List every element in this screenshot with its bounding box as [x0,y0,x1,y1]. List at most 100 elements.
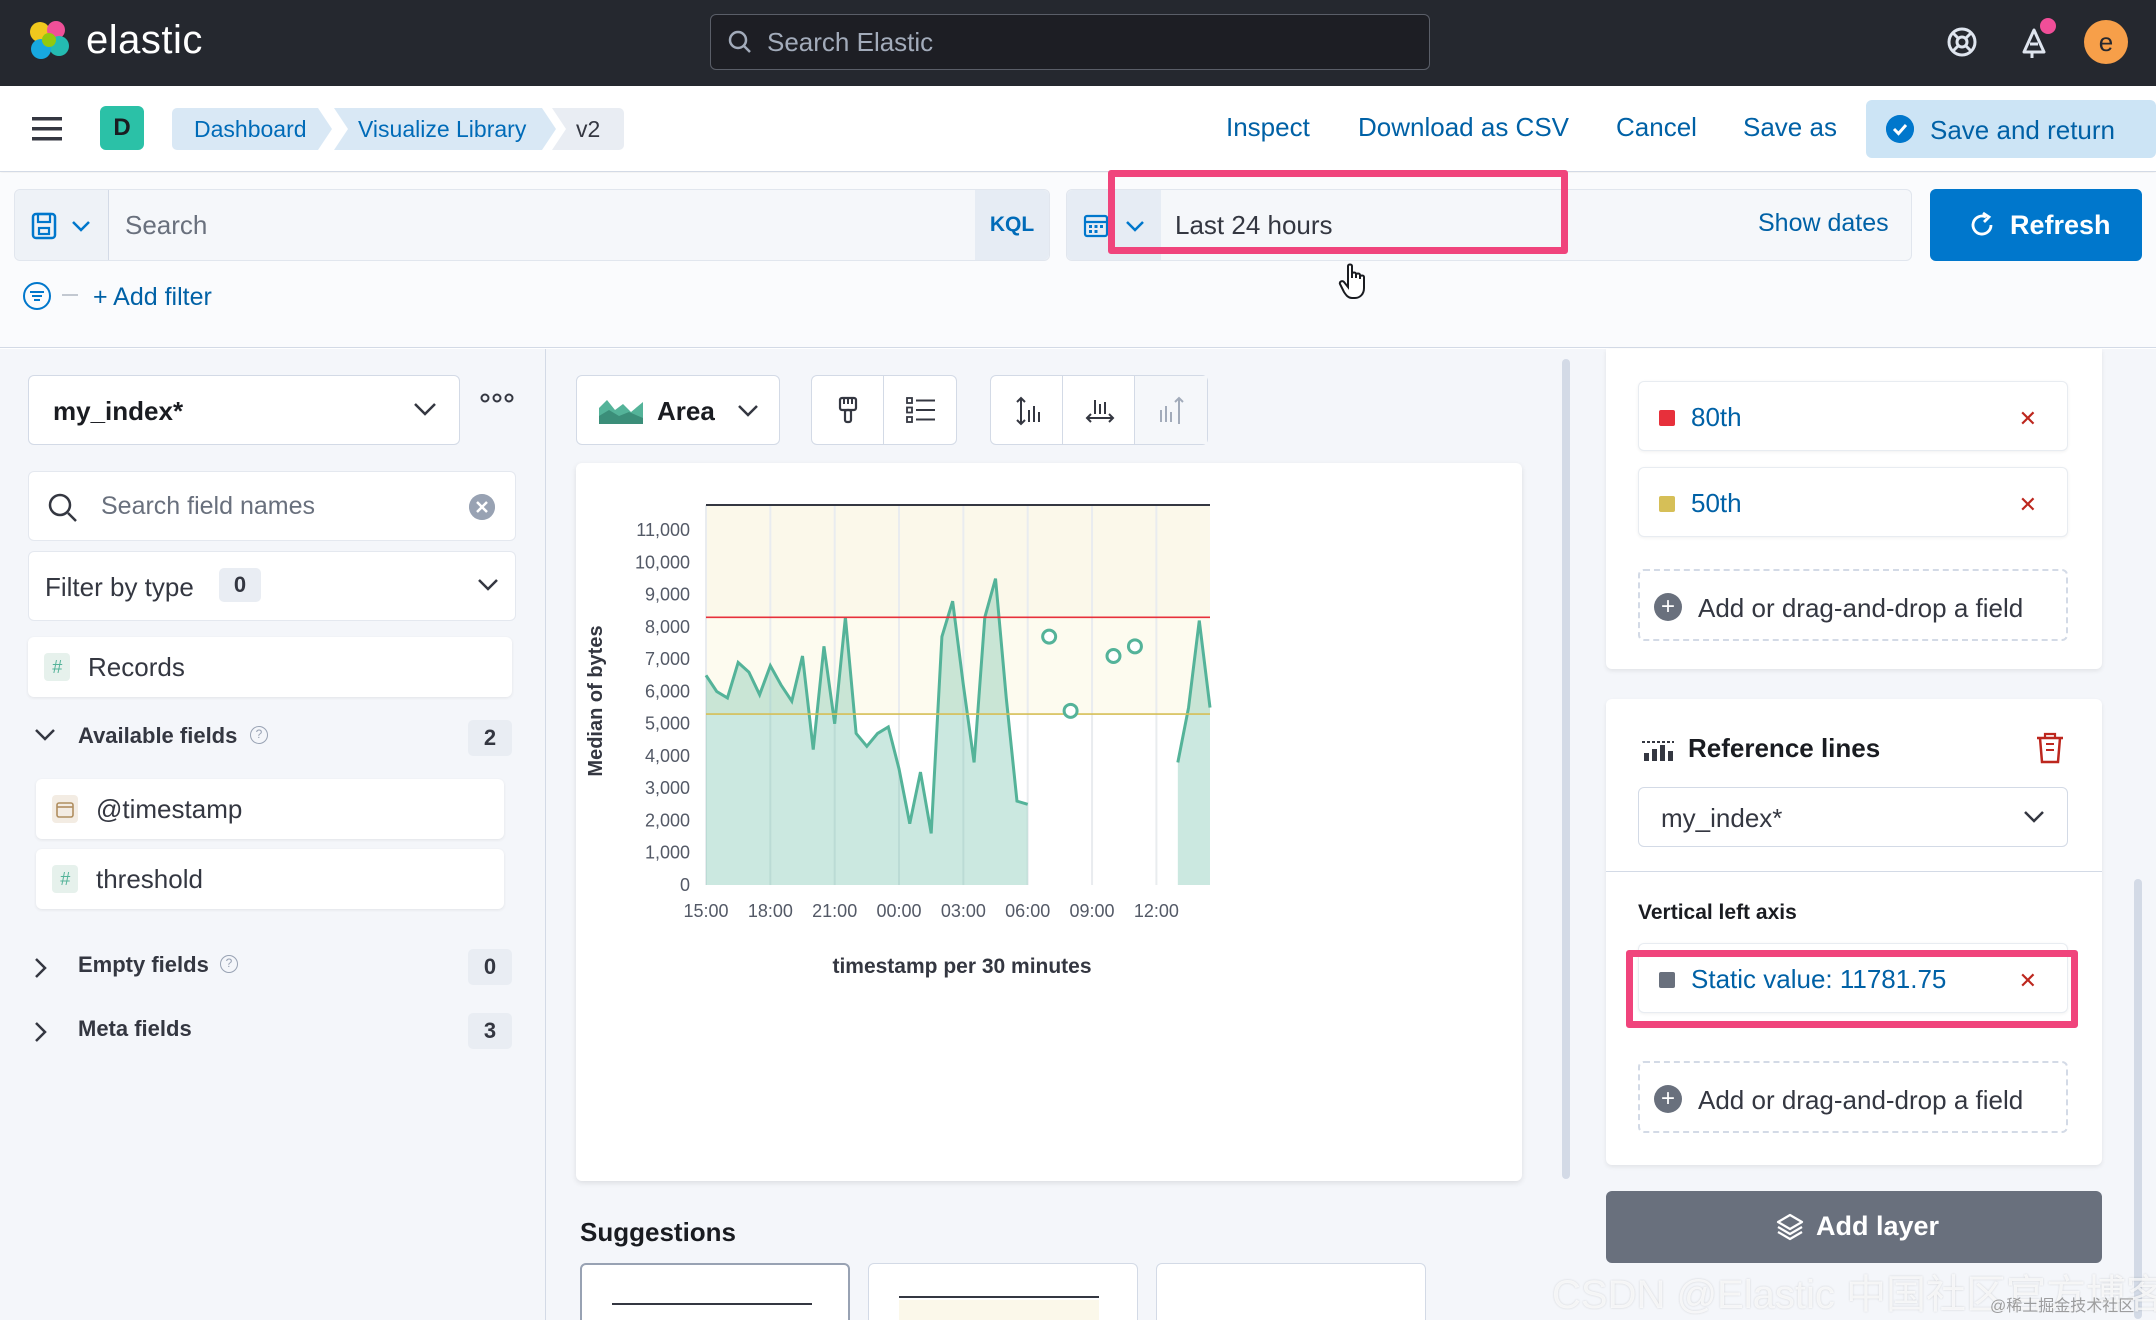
series-line [704,578,1029,834]
right-axis-button[interactable] [1135,376,1207,444]
trash-icon[interactable] [2034,731,2066,765]
y-tick-label: 3,000 [645,778,690,798]
download-csv-link[interactable]: Download as CSV [1358,112,1569,142]
index-pattern-picker[interactable]: my_index* [28,375,460,445]
area-chart[interactable]: 0 1,000 2,000 3,000 4,000 5,000 6,000 7,000 8,00… [576,463,1522,1181]
filter-by-type-button[interactable]: Filter by type 0 [28,551,516,621]
empty-fields-header[interactable]: Empty fields ? [34,947,514,987]
global-search-bar[interactable] [710,14,1430,70]
visual-options-button[interactable] [812,376,884,444]
help-icon[interactable]: ? [220,955,238,973]
query-language-toggle[interactable]: KQL [975,190,1049,260]
y-tick-label: 10,000 [635,552,690,572]
global-search-input[interactable] [767,15,1407,69]
inspect-link[interactable]: Inspect [1226,112,1310,142]
number-type-icon: # [44,653,70,681]
color-swatch [1659,972,1675,988]
color-swatch [1659,410,1675,426]
right-axis-icon [1160,396,1184,424]
help-icon[interactable] [1940,20,1984,64]
check-icon [1886,115,1914,143]
remove-icon[interactable]: ✕ [2018,492,2037,517]
number-type-icon: # [52,865,78,893]
chevron-right-icon [35,1022,47,1042]
vertical-left-axis-title: Vertical left axis [1638,901,1797,924]
area-chart-icon [599,400,643,424]
help-icon[interactable]: ? [250,726,268,744]
highlight-annotation [1108,170,1568,254]
dimension-50th[interactable]: 50th ✕ [1638,467,2068,537]
clear-icon[interactable] [469,494,495,520]
list-icon [906,397,935,423]
chevron-down-icon [2024,811,2044,823]
field-item-threshold[interactable]: # threshold [36,849,504,909]
chart-panel: 0 1,000 2,000 3,000 4,000 5,000 6,000 7,000 8,00… [576,463,1522,1181]
filter-separator [62,294,78,296]
filter-icon[interactable] [22,281,52,311]
suggestion-card[interactable] [1156,1263,1426,1320]
suggestion-card[interactable] [868,1263,1138,1320]
add-field-dropzone[interactable]: + Add or drag-and-drop a field [1638,569,2068,641]
field-item-timestamp[interactable]: @timestamp [36,779,504,839]
refresh-button[interactable]: Refresh [1930,189,2142,261]
save-as-link[interactable]: Save as [1743,112,1837,142]
query-search-input[interactable] [125,190,985,260]
hamburger-menu-icon[interactable] [30,112,68,146]
user-avatar[interactable]: e [2084,20,2128,64]
saved-query-menu-button[interactable] [15,190,109,260]
divider [1606,871,2102,872]
show-dates-link[interactable]: Show dates [1758,209,1889,237]
y-tick-label: 0 [680,875,690,895]
suggestions-title: Suggestions [580,1217,737,1247]
y-axis-label: Median of bytes [585,625,607,776]
field-label: threshold [96,864,203,894]
suggestion-card[interactable] [580,1263,850,1320]
brand-name[interactable]: elastic [86,18,203,62]
available-fields-header[interactable]: Available fields ? [34,718,514,758]
y-tick-label: 4,000 [645,746,690,766]
paintbrush-icon [838,396,858,424]
x-axis-ticks: 15:00 18:00 21:00 00:00 03:00 06:00 09:00 12:00 [683,901,1178,921]
legend-button[interactable] [884,376,956,444]
reference-line-icon [1642,741,1674,761]
notification-dot [2040,18,2056,34]
meta-fields-count: 3 [468,1013,512,1049]
y-tick-label: 11,000 [636,520,690,540]
space-avatar[interactable]: D [100,106,144,150]
cancel-link[interactable]: Cancel [1616,112,1697,142]
field-item-records[interactable]: # Records [28,637,512,697]
save-and-return-button[interactable]: Save and return [1866,100,2156,158]
remove-icon[interactable]: ✕ [2018,968,2037,993]
date-range-text[interactable]: Last 24 hours [1175,210,1333,240]
plus-icon: + [1654,593,1682,621]
dimension-80th[interactable]: 80th ✕ [1638,381,2068,451]
remove-icon[interactable]: ✕ [2018,406,2037,431]
bottom-axis-button[interactable] [1063,376,1135,444]
bottom-axis-icon [1085,400,1115,423]
field-search-input[interactable] [101,472,481,540]
add-layer-label: Add layer [1816,1211,1940,1241]
elastic-logo[interactable] [26,18,72,64]
meta-fields-header[interactable]: Meta fields [34,1011,514,1051]
watermark: CSDN @Elastic 中国社区官方博客 [1552,1273,2156,1317]
add-layer-button[interactable]: Add layer [1606,1191,2102,1263]
reference-index-picker[interactable]: my_index* [1638,787,2068,847]
workspace-scrollbar[interactable] [1562,359,1570,1179]
add-field-label: Add or drag-and-drop a field [1698,593,2024,623]
config-scrollbar[interactable] [2134,879,2142,1319]
breadcrumb-visualize-library[interactable]: Visualize Library [334,108,556,150]
chart-type-switcher[interactable]: Area [576,375,780,445]
add-field-dropzone[interactable]: + Add or drag-and-drop a field [1638,1061,2068,1133]
add-filter-button[interactable]: + Add filter [93,283,212,311]
field-label: @timestamp [96,794,243,824]
news-feed-icon[interactable] [2012,20,2056,64]
breadcrumb-dashboard[interactable]: Dashboard [172,108,332,150]
axis-button-group [990,375,1208,445]
reference-lines [706,504,1210,715]
highlight-annotation [1626,950,2078,1028]
more-options-icon[interactable] [480,387,514,409]
x-tick-label: 09:00 [1070,901,1115,921]
x-tick-label: 21:00 [812,901,857,921]
empty-fields-label: Empty fields [78,952,209,977]
left-axis-button[interactable] [991,376,1063,444]
